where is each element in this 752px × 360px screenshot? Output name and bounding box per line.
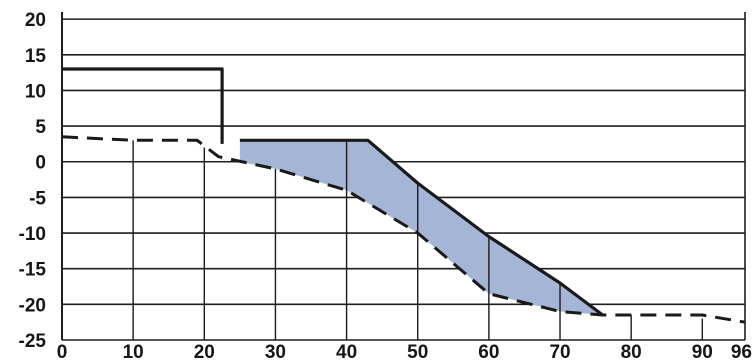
series-line-2 xyxy=(62,67,224,144)
shaded-region xyxy=(239,140,603,315)
x-axis-tick-labels: 0 10 20 30 40 50 60 70 80 90 96 xyxy=(57,342,752,360)
y-tick-label: -15 xyxy=(19,260,47,281)
x-tick-label: 20 xyxy=(194,342,215,360)
x-tick-label: 10 xyxy=(123,342,144,360)
y-tick-label: 10 xyxy=(25,81,46,102)
series-line-1 xyxy=(61,135,746,324)
y-tick-label: 5 xyxy=(35,117,46,138)
y-tick-label: 20 xyxy=(25,10,46,31)
x-tick-label: 70 xyxy=(549,342,570,360)
x-tick-label: 30 xyxy=(265,342,286,360)
x-tick-label: 0 xyxy=(57,342,68,360)
x-tick-label: 40 xyxy=(336,342,357,360)
y-tick-label: -10 xyxy=(19,224,46,245)
x-tick-label: 90 xyxy=(692,342,713,360)
y-tick-label: 15 xyxy=(25,46,47,67)
y-tick-label: -20 xyxy=(19,295,46,316)
x-tick-label: 50 xyxy=(407,342,428,360)
y-tick-label: -5 xyxy=(29,188,46,209)
series-group xyxy=(61,67,746,324)
y-axis-tick-labels: 20 15 10 5 0 -5 -10 -15 -20 -25 xyxy=(19,10,47,352)
shaded-region-group xyxy=(239,140,603,315)
y-tick-label: 0 xyxy=(35,153,46,174)
x-tick-label: 80 xyxy=(621,342,642,360)
series-line-3 xyxy=(239,138,604,317)
y-tick-label: -25 xyxy=(19,331,47,352)
plot-frame xyxy=(61,12,746,340)
vertical-lines-group xyxy=(132,140,704,340)
x-tick-label: 60 xyxy=(478,342,499,360)
x-tick-label: 96 xyxy=(731,342,752,360)
